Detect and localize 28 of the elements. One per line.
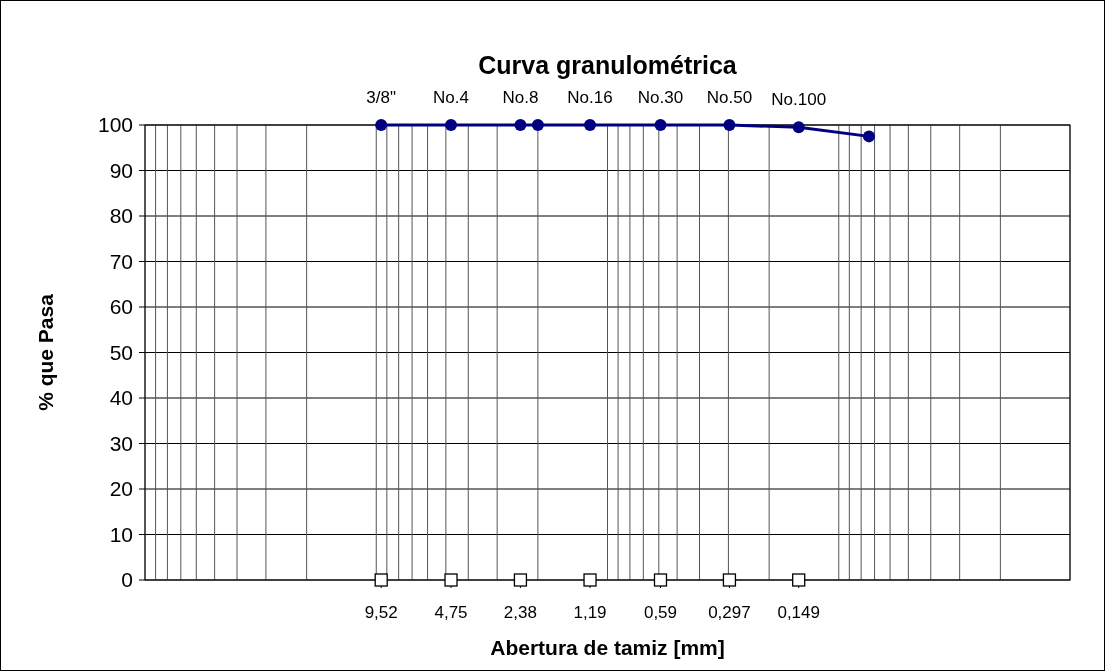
x-tick-label: 4,75 [434,603,468,622]
y-axis-title: % que Pasa [34,293,57,411]
y-tick-label: 30 [109,431,133,455]
y-tick-label: 0 [121,568,133,592]
x-axis-title: Abertura de tamiz [mm] [490,636,725,659]
x-tick-label: 9,52 [364,603,398,622]
x-tick-label: 1,19 [573,603,607,622]
y-tick-label: 50 [109,340,133,364]
y-tick-label: 20 [109,477,133,501]
y-tick-label: 90 [109,158,133,182]
y-tick-label: 10 [109,522,133,546]
annotation: No.50 [706,88,753,107]
y-tick-label: 70 [109,249,133,273]
annotation: No.4 [433,88,469,107]
chart-title: Curva granulométrica [478,51,738,79]
annotation: 3/8" [366,88,397,107]
x-tick-label: 2,38 [503,603,537,622]
y-tick-label: 40 [109,386,133,410]
annotation: No.8 [502,88,539,107]
x-tick-label: 0,149 [777,603,820,622]
y-tick-label: 100 [97,113,133,137]
y-tick-label: 80 [109,204,133,228]
annotation: No.30 [637,88,684,107]
annotation: No.100 [771,90,827,110]
annotation: No.16 [567,88,613,107]
x-tick-label: 0,297 [708,603,751,622]
y-tick-label: 60 [109,295,133,319]
x-tick-label: 0,59 [643,603,678,622]
